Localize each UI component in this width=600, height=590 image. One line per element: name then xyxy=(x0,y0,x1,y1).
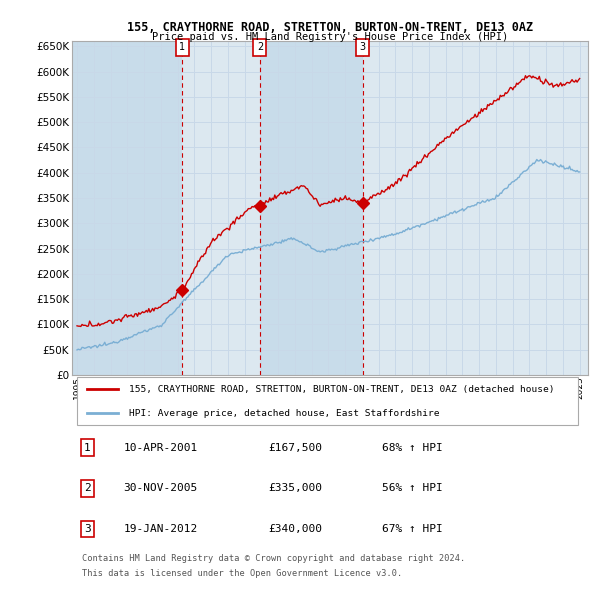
Text: 67% ↑ HPI: 67% ↑ HPI xyxy=(382,524,442,534)
Text: £335,000: £335,000 xyxy=(268,483,322,493)
Bar xyxy=(72,41,182,375)
Text: 3: 3 xyxy=(359,42,366,53)
Bar xyxy=(260,41,362,375)
Text: £167,500: £167,500 xyxy=(268,442,322,453)
Text: 2: 2 xyxy=(84,483,91,493)
Text: Contains HM Land Registry data © Crown copyright and database right 2024.: Contains HM Land Registry data © Crown c… xyxy=(82,553,466,562)
Text: £340,000: £340,000 xyxy=(268,524,322,534)
Bar xyxy=(182,41,260,375)
Text: 155, CRAYTHORNE ROAD, STRETTON, BURTON-ON-TRENT, DE13 0AZ (detached house): 155, CRAYTHORNE ROAD, STRETTON, BURTON-O… xyxy=(129,385,554,394)
Text: 30-NOV-2005: 30-NOV-2005 xyxy=(124,483,198,493)
Text: Price paid vs. HM Land Registry's House Price Index (HPI): Price paid vs. HM Land Registry's House … xyxy=(152,32,508,42)
Bar xyxy=(362,41,588,375)
Text: 10-APR-2001: 10-APR-2001 xyxy=(124,442,198,453)
Text: HPI: Average price, detached house, East Staffordshire: HPI: Average price, detached house, East… xyxy=(129,409,439,418)
Text: 155, CRAYTHORNE ROAD, STRETTON, BURTON-ON-TRENT, DE13 0AZ: 155, CRAYTHORNE ROAD, STRETTON, BURTON-O… xyxy=(127,21,533,34)
FancyBboxPatch shape xyxy=(77,377,578,425)
Text: 68% ↑ HPI: 68% ↑ HPI xyxy=(382,442,442,453)
Text: 1: 1 xyxy=(84,442,91,453)
Text: 56% ↑ HPI: 56% ↑ HPI xyxy=(382,483,442,493)
Text: 2: 2 xyxy=(257,42,263,53)
Text: This data is licensed under the Open Government Licence v3.0.: This data is licensed under the Open Gov… xyxy=(82,569,403,578)
Text: 3: 3 xyxy=(84,524,91,534)
Text: 19-JAN-2012: 19-JAN-2012 xyxy=(124,524,198,534)
Text: 1: 1 xyxy=(179,42,185,53)
